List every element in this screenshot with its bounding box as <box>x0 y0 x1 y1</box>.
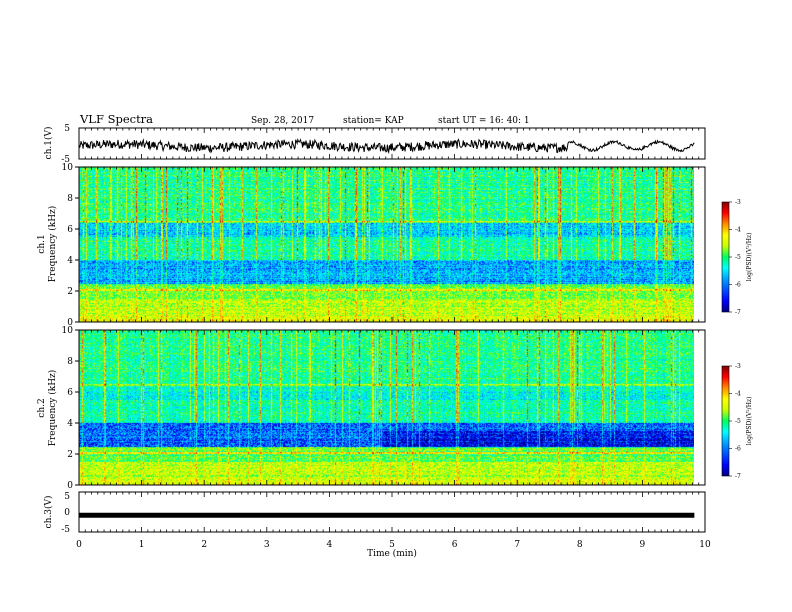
ch1-colorbar-label: log(PSD)(V²/Hz) <box>746 233 753 282</box>
figure-title: VLF Spectra <box>79 112 153 126</box>
ch2-spec-ytick-label: 2 <box>67 450 73 460</box>
ch1-colorbar-tick-label: -6 <box>735 282 741 289</box>
time-tick-label: 3 <box>264 540 270 550</box>
ch1-spec-ytick-label: 0 <box>67 318 73 328</box>
ch1-spectrogram-image <box>79 167 694 322</box>
ch1-spec-ytick-label: 8 <box>67 194 73 204</box>
time-tick-label: 8 <box>577 540 583 550</box>
ch1-waveform-line <box>78 137 695 155</box>
ch2-spec-ytick-label: 4 <box>67 419 73 429</box>
ch2-spec-ylabel-line1: ch.2 <box>37 398 47 417</box>
ch3-waveform-ylabel: ch.3(V) <box>43 496 54 529</box>
ch1-waveform-ylabel: ch.1(V) <box>43 127 54 160</box>
ch1-ytick-top: 5 <box>64 124 70 134</box>
time-axis-ticks <box>78 128 706 532</box>
ch1-waveform-panel: 5 -5 ch.1(V) <box>43 124 706 165</box>
time-tick-label: 10 <box>699 540 711 550</box>
ch1-spec-ytick-label: 2 <box>67 287 73 297</box>
ch3-waveform-panel: 5 0 -5 ch.3(V) <box>43 491 706 535</box>
ch1-colorbar-tick-label: -7 <box>735 309 741 316</box>
ch2-colorbar-tick-label: -7 <box>735 473 741 480</box>
time-tick-label: 7 <box>514 540 520 550</box>
time-tick-label: 6 <box>452 540 458 550</box>
ch1-colorbar <box>721 201 730 313</box>
ch2-colorbar <box>721 365 730 477</box>
ch2-colorbar-label: log(PSD)(V²/Hz) <box>746 397 753 446</box>
ch3-ytick-bottom: -5 <box>61 525 70 535</box>
time-tick-label: 9 <box>640 540 646 550</box>
ch3-ytick-top: 5 <box>64 492 70 502</box>
ch2-colorbar-tick-label: -6 <box>735 446 741 453</box>
station-label: station= KAP <box>343 116 404 126</box>
ch1-colorbar-tick-label: -4 <box>735 227 741 234</box>
start-time-label: start UT = 16: 40: 1 <box>438 116 530 126</box>
ch1-spec-ytick-label: 4 <box>67 256 73 266</box>
ch2-spec-ylabel-line2: Frequency (kHz) <box>47 370 58 447</box>
ch1-spec-ytick-label: 10 <box>62 163 74 173</box>
time-tick-label: 5 <box>389 540 395 550</box>
ch1-colorbar-tick-label: -3 <box>735 199 741 206</box>
time-tick-label: 0 <box>76 540 82 550</box>
ch2-spec-ytick-label: 6 <box>67 388 73 398</box>
ch1-colorbar-tick-label: -5 <box>735 254 741 261</box>
time-axis-title: Time (min) <box>367 548 417 559</box>
ch3-ytick-mid: 0 <box>64 508 70 518</box>
ch2-colorbar-tick-label: -3 <box>735 363 741 370</box>
ch1-ytick-bottom: -5 <box>61 155 70 165</box>
date-label: Sep. 28, 2017 <box>251 116 314 126</box>
ch2-colorbar-tick-label: -5 <box>735 418 741 425</box>
ch2-spec-ytick-label: 10 <box>62 326 74 336</box>
ch2-colorbar-tick-label: -4 <box>735 391 741 398</box>
ch1-spec-ylabel-line2: Frequency (kHz) <box>47 206 58 283</box>
time-tick-label: 2 <box>201 540 207 550</box>
time-tick-label: 1 <box>139 540 145 550</box>
ch1-spec-ytick-label: 6 <box>67 225 73 235</box>
time-axis-labels: 0 1 2 3 4 5 6 7 8 9 10 <box>76 540 711 550</box>
ch2-spectrogram-image <box>79 330 694 485</box>
time-tick-label: 4 <box>327 540 333 550</box>
ch2-spec-ytick-label: 8 <box>67 357 73 367</box>
ch2-spec-ytick-label: 0 <box>67 481 73 491</box>
ch1-spec-ylabel-line1: ch.1 <box>37 234 47 253</box>
